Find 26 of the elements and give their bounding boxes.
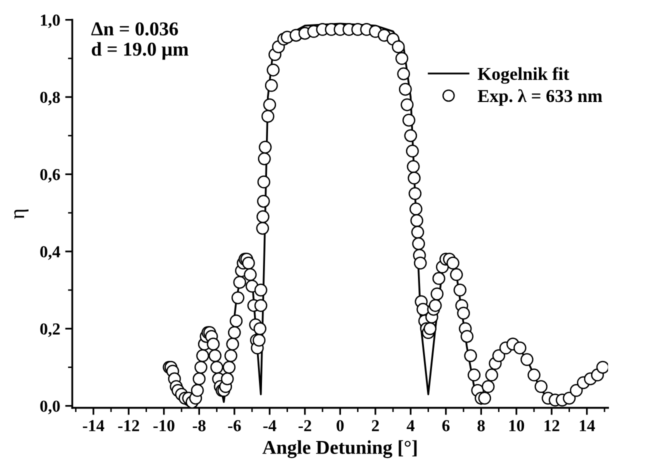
x-tick-label: 8 <box>478 420 485 432</box>
x-tick-label: -8 <box>192 420 206 432</box>
y-tick-label: 0,4 <box>40 246 60 260</box>
x-tick-label: -2 <box>298 420 312 432</box>
y-tick-label: 0,2 <box>40 323 60 338</box>
x-tick-label: 14 <box>580 420 595 432</box>
x-tick-label: -10 <box>153 420 174 432</box>
x-tick-label: 6 <box>442 420 450 432</box>
y-tick-label: 0,6 <box>40 168 60 183</box>
y-tick-label: 0,8 <box>40 92 60 106</box>
y-tick-label: 0,0 <box>40 400 60 414</box>
x-tick-label: 12 <box>544 420 560 432</box>
x-tick-label: -6 <box>228 420 241 432</box>
x-tick-label: 4 <box>406 420 414 432</box>
x-tick-label: -14 <box>82 420 104 432</box>
x-tick-label: 2 <box>372 420 379 432</box>
y-tick-label: 1,0 <box>40 14 60 28</box>
x-axis-title: Angle Detuning [°] <box>262 440 417 458</box>
legend-label: Kogelnik fit <box>478 67 570 84</box>
x-tick-label: 0 <box>336 420 344 432</box>
x-tick-label: -12 <box>118 420 140 432</box>
x-tick-label: -4 <box>263 420 276 432</box>
y-axis-title: η <box>14 209 29 219</box>
annotation: Δn = 0.036 d = 19.0 μm <box>91 22 188 60</box>
legend-label: Exp. λ = 633 nm <box>478 89 602 106</box>
x-tick-label: 10 <box>509 420 524 432</box>
